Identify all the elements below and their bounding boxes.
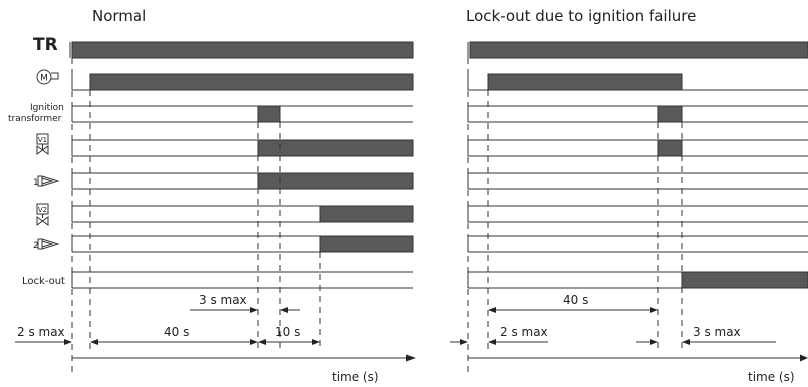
valve-v1-bar bbox=[257, 139, 414, 157]
flame-2-icon bbox=[37, 238, 60, 250]
lockout-prepurge: 40 s bbox=[563, 293, 588, 307]
lockout-axis-label: time (s) bbox=[748, 370, 795, 384]
lockout-start-max: 2 s max bbox=[500, 325, 548, 339]
lockout-tr-bar bbox=[469, 41, 808, 59]
normal-ign-max: 3 s max bbox=[199, 293, 247, 307]
lockout-motor-bar bbox=[487, 73, 683, 91]
normal-start-max: 2 s max bbox=[17, 325, 65, 339]
flame2-number: 2 bbox=[33, 241, 39, 251]
lockout-valve-v1-bar bbox=[657, 139, 683, 157]
normal-v2-delay: 10 s bbox=[275, 325, 300, 339]
lockout-label: Lock-out bbox=[22, 276, 65, 287]
lockout-lockout-bar bbox=[681, 271, 808, 289]
normal-axis-label: time (s) bbox=[332, 370, 379, 384]
normal-panel: Normal TR M Ignition transformer V1 bbox=[8, 7, 416, 384]
ignition-label-line1: Ignition bbox=[30, 103, 64, 113]
valve-v1-icon: V1 bbox=[36, 133, 49, 155]
lockout-title: Lock-out due to ignition failure bbox=[466, 7, 696, 25]
motor-icon: M bbox=[36, 69, 59, 85]
tr-label: TR bbox=[33, 35, 58, 55]
flame-2-bar bbox=[319, 235, 414, 253]
flame-1-icon bbox=[37, 175, 60, 187]
normal-title: Normal bbox=[92, 7, 146, 25]
svg-text:V1: V1 bbox=[38, 136, 47, 144]
valve-v2-bar bbox=[319, 205, 414, 223]
flame-1-bar bbox=[257, 172, 414, 190]
svg-text:V2: V2 bbox=[38, 206, 47, 214]
normal-prepurge: 40 s bbox=[164, 325, 189, 339]
ignition-bar bbox=[257, 105, 281, 123]
valve-v2-icon: V2 bbox=[36, 203, 49, 226]
tr-bar bbox=[71, 41, 414, 59]
motor-bar bbox=[89, 73, 414, 91]
lockout-ignition-bar bbox=[657, 105, 683, 123]
flame1-number: 1 bbox=[33, 178, 39, 188]
ignition-label-line2: transformer bbox=[8, 114, 62, 124]
lockout-panel: Lock-out due to ignition failure bbox=[450, 7, 808, 384]
lockout-lock-max: 3 s max bbox=[693, 325, 741, 339]
svg-text:M: M bbox=[40, 74, 48, 84]
